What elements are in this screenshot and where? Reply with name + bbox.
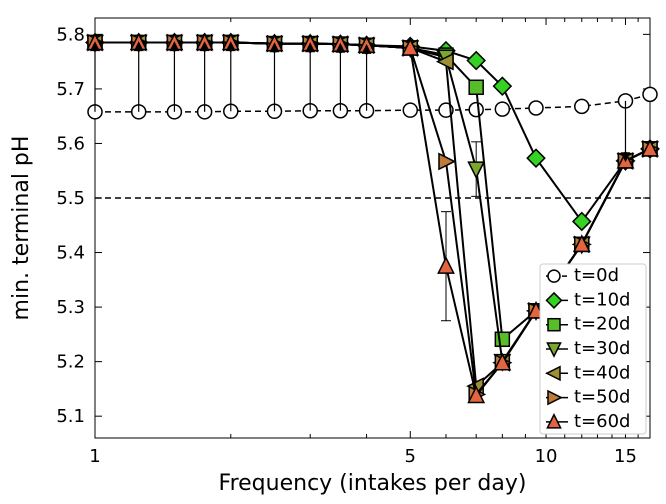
svg-text:5: 5: [405, 446, 416, 467]
svg-text:5.1: 5.1: [56, 406, 85, 427]
svg-text:5.2: 5.2: [56, 352, 85, 373]
svg-text:t=0d: t=0d: [574, 265, 619, 286]
line-chart: 1510155.15.25.35.45.55.65.75.8Frequency …: [0, 0, 666, 504]
svg-text:t=20d: t=20d: [574, 314, 630, 335]
svg-text:5.3: 5.3: [56, 297, 85, 318]
svg-text:5.6: 5.6: [56, 133, 85, 154]
svg-text:t=50d: t=50d: [574, 387, 630, 408]
legend: t=0d t=10d t=20d t=30d t=40d t=50d t=60d: [540, 264, 646, 434]
svg-text:t=60d: t=60d: [574, 411, 630, 432]
svg-text:t=10d: t=10d: [574, 289, 630, 310]
svg-text:5.7: 5.7: [56, 79, 85, 100]
svg-text:10: 10: [535, 446, 558, 467]
x-axis-label: Frequency (intakes per day): [219, 471, 527, 496]
svg-text:5.4: 5.4: [56, 243, 85, 264]
svg-text:t=40d: t=40d: [574, 362, 630, 383]
y-axis-label: min. terminal pH: [9, 136, 34, 321]
svg-text:5.8: 5.8: [56, 24, 85, 45]
svg-text:1: 1: [89, 446, 100, 467]
svg-text:5.5: 5.5: [56, 188, 85, 209]
svg-text:t=30d: t=30d: [574, 338, 630, 359]
svg-text:15: 15: [614, 446, 637, 467]
